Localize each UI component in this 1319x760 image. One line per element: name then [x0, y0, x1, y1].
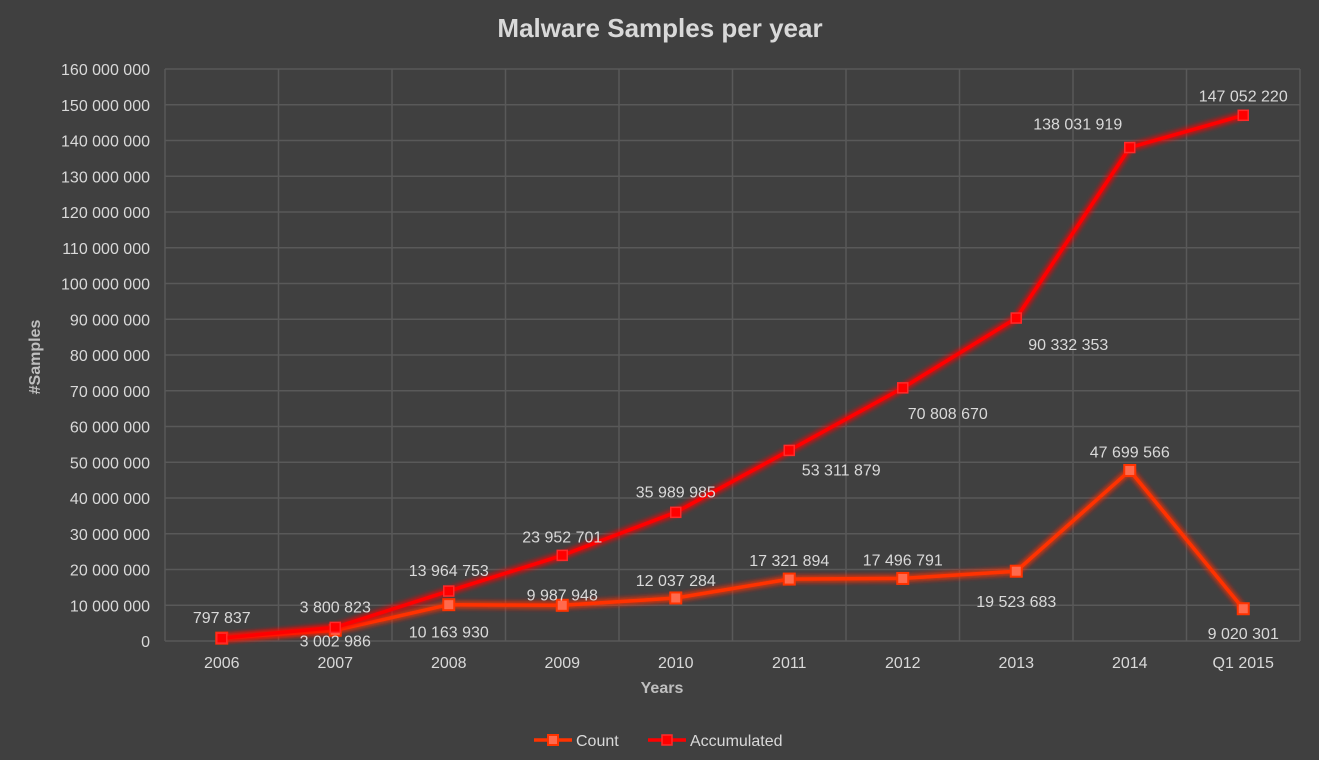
data-point — [1124, 141, 1136, 154]
x-tick-label: 2014 — [1112, 655, 1148, 672]
data-point — [897, 382, 909, 394]
data-point — [442, 598, 456, 612]
legend: Count Accumulated — [534, 733, 783, 750]
gridlines — [164, 68, 1301, 642]
y-tick-label: 40 000 000 — [70, 491, 150, 508]
data-point — [1123, 463, 1137, 477]
data-point — [443, 585, 455, 597]
data-point — [670, 506, 682, 519]
data-labels: 797 837 3 002 986 10 163 930 9 987 948 12 03… — [193, 88, 1288, 650]
data-point — [329, 621, 341, 634]
y-tick-label: 140 000 000 — [61, 134, 150, 151]
data-point — [1010, 312, 1022, 324]
y-tick-label: 100 000 000 — [61, 277, 150, 294]
series-line-count — [221, 468, 1245, 640]
x-tick-label: 2012 — [885, 655, 921, 672]
data-label: 9 987 948 — [527, 587, 598, 604]
y-axis-title: #Samples — [27, 320, 44, 395]
data-label: 17 496 791 — [863, 552, 943, 569]
data-point — [669, 591, 683, 605]
x-tick-label: Q1 2015 — [1213, 655, 1274, 672]
y-tick-label: 30 000 000 — [70, 527, 150, 544]
x-axis-ticks: 2006 2007 2008 2009 2010 2011 2012 2013 2014 Q1 2… — [204, 655, 1274, 672]
data-point — [783, 444, 795, 457]
data-point — [556, 549, 568, 562]
legend-marker — [661, 734, 673, 746]
data-label: 35 989 985 — [636, 484, 716, 501]
x-tick-label: 2006 — [204, 655, 240, 672]
y-tick-label: 60 000 000 — [70, 420, 150, 437]
data-label: 70 808 670 — [908, 406, 988, 423]
data-label: 797 837 — [193, 610, 251, 627]
series-layer — [215, 109, 1250, 645]
data-label: 19 523 683 — [976, 594, 1056, 611]
data-label: 3 002 986 — [300, 633, 371, 650]
chart-title: Malware Samples per year — [497, 13, 822, 43]
y-tick-label: 120 000 000 — [61, 205, 150, 222]
data-label: 10 163 930 — [409, 625, 489, 642]
data-label: 9 020 301 — [1208, 626, 1279, 643]
x-tick-label: 2013 — [998, 655, 1034, 672]
legend-label: Count — [576, 733, 619, 750]
data-point — [1009, 564, 1023, 578]
x-tick-label: 2007 — [317, 655, 353, 672]
data-point — [896, 571, 910, 585]
data-point — [1237, 109, 1249, 122]
data-label: 138 031 919 — [1033, 117, 1122, 134]
y-tick-label: 70 000 000 — [70, 384, 150, 401]
data-label: 13 964 753 — [409, 563, 489, 580]
x-tick-label: 2008 — [431, 655, 467, 672]
y-tick-label: 160 000 000 — [61, 62, 150, 79]
x-tick-label: 2011 — [772, 655, 807, 672]
y-tick-label: 150 000 000 — [61, 98, 150, 115]
data-label: 147 052 220 — [1199, 88, 1288, 105]
y-tick-label: 10 000 000 — [70, 598, 150, 615]
data-label: 17 321 894 — [749, 553, 829, 570]
y-tick-label: 130 000 000 — [61, 169, 150, 186]
series-line-accumulated — [221, 113, 1244, 640]
data-label: 12 037 284 — [636, 573, 716, 590]
data-label: 3 800 823 — [300, 599, 371, 616]
x-axis-title: Years — [641, 680, 684, 697]
data-point — [216, 632, 228, 644]
data-label: 23 952 701 — [522, 529, 602, 546]
x-tick-label: 2010 — [658, 655, 694, 672]
y-tick-label: 90 000 000 — [70, 312, 150, 329]
data-point — [555, 598, 569, 612]
y-tick-label: 20 000 000 — [70, 563, 150, 580]
data-point — [782, 572, 796, 586]
y-axis-ticks: 0 10 000 000 20 000 000 30 000 000 40 000 00… — [61, 62, 150, 651]
x-tick-label: 2009 — [544, 655, 580, 672]
y-tick-label: 50 000 000 — [70, 455, 150, 472]
data-label: 47 699 566 — [1090, 444, 1170, 461]
y-tick-label: 0 — [141, 634, 150, 651]
y-tick-label: 110 000 000 — [62, 241, 150, 258]
data-label: 53 311 879 — [802, 462, 881, 479]
data-point — [1236, 602, 1250, 616]
data-label: 90 332 353 — [1028, 337, 1108, 354]
legend-label: Accumulated — [690, 733, 783, 750]
y-tick-label: 80 000 000 — [70, 348, 150, 365]
legend-marker — [547, 734, 559, 746]
